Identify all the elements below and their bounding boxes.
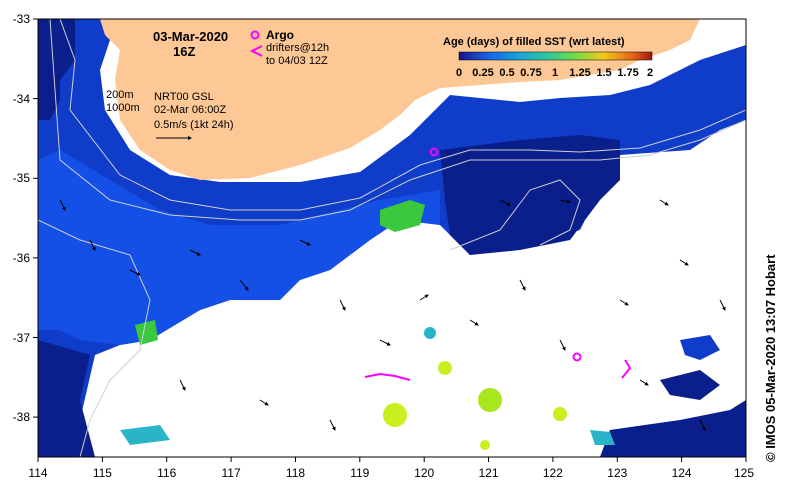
- colorbar-tick-label: 1.25: [569, 67, 590, 79]
- x-axis-labels: 114 115 116 117 118 119 120 121 122 123 …: [28, 466, 754, 480]
- colorbar-tick-label: 0.5: [499, 67, 514, 79]
- sst-patch-east2: [680, 335, 720, 360]
- sst-patch-green-coast: [380, 200, 425, 232]
- sst-patch-cyan-south: [120, 425, 170, 445]
- current-vector-field: [59, 199, 726, 431]
- sst-patch-green-sw: [135, 320, 158, 345]
- y-tick-label: -33: [13, 12, 31, 26]
- drifter-track-1: [364, 372, 411, 381]
- x-tick-label: 119: [350, 466, 369, 480]
- colorbar-tick-label: 1.5: [596, 67, 611, 79]
- sst-coverage-bright: [38, 150, 440, 345]
- drifter-legend-icon: [249, 45, 263, 57]
- y-axis-labels: -33 -34 -35 -36 -37 -38: [13, 12, 31, 424]
- x-tick-label: 125: [734, 466, 754, 480]
- plot-border: [37, 18, 747, 458]
- bathymetry-deep-contour-2: [449, 179, 581, 251]
- x-tick-label: 114: [28, 466, 47, 480]
- drifters-legend-line2: to 04/03 12Z: [266, 55, 328, 67]
- sst-patch-yellow-3: [553, 407, 567, 421]
- imos-credit: © IMOS 05-Mar-2020 13:07 Hobart: [763, 254, 778, 462]
- bathy-200-label: 200m: [106, 89, 134, 101]
- y-axis-ticks: [33, 18, 38, 418]
- bathymetry-1000m-contour: [49, 19, 746, 221]
- x-tick-label: 122: [543, 466, 563, 480]
- bathymetry-200m-contour: [59, 19, 746, 211]
- colorbar-title: Age (days) of filled SST (wrt latest): [443, 36, 625, 48]
- sst-patch-yellow-1: [383, 403, 407, 427]
- x-tick-label: 115: [93, 466, 112, 480]
- argo-legend-icon: [250, 30, 260, 40]
- colorbar-tick-label: 0: [456, 67, 462, 79]
- colorbar-tick-label: 0.75: [520, 67, 541, 79]
- y-tick-label: -34: [13, 92, 31, 106]
- colorbar-tick-label: 1.75: [617, 67, 638, 79]
- drifter-track-2: [621, 359, 632, 379]
- bathymetry-deep-contour: [38, 219, 151, 457]
- sst-patch-yellow-2: [478, 388, 502, 412]
- colorbar-tick-label: 1: [552, 67, 558, 79]
- sst-coverage-deep-east: [440, 135, 620, 255]
- argo-float-1: [429, 147, 439, 157]
- argo-float-2: [572, 352, 582, 362]
- map-plot-area: [38, 19, 746, 457]
- sst-coverage-main: [38, 19, 746, 457]
- argo-legend-label: Argo: [266, 28, 294, 42]
- colorbar-tick-label: 2: [647, 67, 653, 79]
- x-tick-label: 121: [478, 466, 498, 480]
- colorbar-tick-label: 0.25: [472, 67, 493, 79]
- y-tick-label: -35: [13, 171, 31, 185]
- sst-patch-yellow-5: [480, 440, 490, 450]
- x-tick-label: 120: [414, 466, 434, 480]
- sst-patch-yellow-4: [438, 361, 452, 375]
- x-axis-ticks: [37, 457, 747, 462]
- x-tick-label: 117: [222, 466, 241, 480]
- sst-patch-cyan-se: [590, 430, 615, 445]
- x-tick-label: 123: [607, 466, 627, 480]
- x-tick-label: 124: [672, 466, 692, 480]
- x-tick-label: 118: [286, 466, 305, 480]
- sst-patch-cyan-mid: [424, 327, 436, 339]
- sst-patch-east-scatter: [660, 370, 720, 400]
- map-title-date: 03-Mar-2020: [153, 29, 228, 44]
- altimetry-product-label: NRT00 GSL: [154, 91, 214, 103]
- y-tick-label: -36: [13, 251, 31, 265]
- sst-coverage-deep-west: [38, 19, 75, 120]
- altimetry-time-label: 02-Mar 06:00Z: [154, 104, 226, 116]
- y-tick-label: -37: [13, 331, 31, 345]
- drifters-legend-line1: drifters@12h: [266, 42, 329, 54]
- y-tick-label: -38: [13, 410, 31, 424]
- sst-coverage-deep-sw: [38, 340, 95, 457]
- colorbar-gradient: [458, 51, 653, 61]
- bathy-1000-label: 1000m: [106, 102, 140, 114]
- x-tick-label: 116: [157, 466, 176, 480]
- colorbar-ticks: 0 0.25 0.5 0.75 1 1.25 1.5 1.75 2: [456, 67, 653, 79]
- sst-patch-se: [600, 400, 746, 457]
- map-title-time: 16Z: [173, 44, 195, 59]
- velocity-scale-label: 0.5m/s (1kt 24h): [154, 119, 233, 131]
